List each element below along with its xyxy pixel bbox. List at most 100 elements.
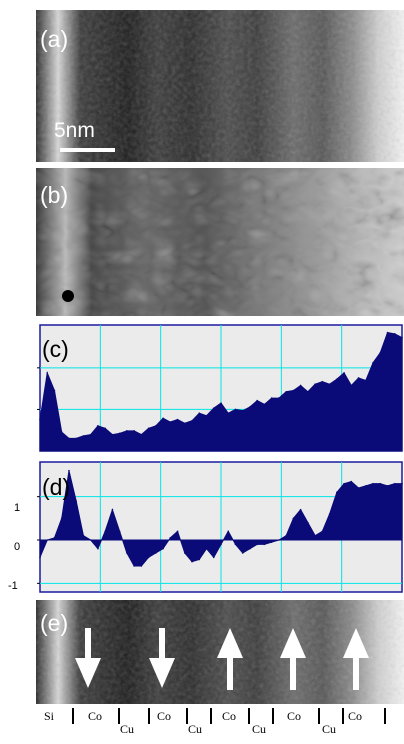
layer-label-cu: Cu [188, 722, 203, 736]
data-point [126, 430, 128, 432]
data-point [241, 552, 244, 554]
data-point [227, 412, 230, 414]
data-point [401, 336, 403, 339]
arrow-up-icon [343, 628, 369, 690]
panel-a-label: (a) [40, 26, 69, 52]
data-point [357, 377, 360, 379]
layer-separator [318, 708, 320, 724]
data-point [111, 433, 114, 436]
data-point [46, 372, 49, 374]
data-point [212, 556, 215, 559]
data-point [155, 425, 157, 427]
data-point [343, 372, 345, 374]
data-point [321, 530, 324, 533]
panel-b-label: (b) [40, 182, 69, 208]
data-point [328, 383, 331, 386]
data-point [263, 403, 266, 406]
data-point [350, 384, 353, 387]
layer-label-co: Co [348, 709, 363, 723]
data-point [184, 422, 186, 425]
data-point [299, 508, 302, 511]
arrow-shaft [85, 628, 91, 662]
chart-d [36, 460, 404, 594]
layer-label-cu: Cu [252, 722, 267, 736]
data-point [292, 517, 295, 520]
data-point [162, 547, 164, 550]
data-point [75, 500, 77, 502]
data-point [256, 543, 258, 546]
data-point [133, 430, 135, 432]
series-area [39, 470, 403, 567]
data-point [234, 408, 237, 411]
arrow-up-icon [217, 628, 243, 690]
data-point [350, 480, 353, 483]
chart-c [36, 323, 404, 453]
data-point [39, 556, 41, 559]
data-point [328, 513, 331, 515]
data-point [270, 541, 273, 543]
layer-label-si: Si [44, 709, 55, 723]
data-point [147, 556, 150, 559]
data-point [147, 427, 150, 430]
data-point [169, 537, 172, 539]
data-point [60, 517, 63, 520]
data-point [372, 482, 374, 485]
data-point [393, 333, 396, 335]
data-point [111, 508, 114, 511]
data-point [176, 530, 179, 533]
data-point [321, 380, 324, 383]
data-point [205, 547, 208, 550]
data-point [343, 482, 345, 485]
layer-separator [248, 708, 250, 724]
data-point [372, 362, 374, 364]
data-point [292, 389, 295, 392]
data-point [140, 565, 143, 567]
magnetization-arrows [75, 628, 369, 690]
data-point [104, 427, 106, 430]
data-point [162, 417, 164, 420]
data-point [60, 431, 63, 433]
data-point [53, 537, 56, 539]
data-point [379, 351, 382, 354]
arrow-shaft [353, 656, 359, 690]
arrow-down-icon [149, 628, 175, 688]
data-point [307, 521, 309, 524]
data-point [155, 552, 157, 554]
panel-a-texture [36, 10, 404, 162]
data-point [227, 530, 230, 533]
data-point [191, 419, 193, 422]
data-point [212, 407, 215, 409]
arrow-up-icon [280, 628, 306, 690]
arrow-shaft [290, 656, 296, 690]
ytick-label-minus1: -1 [8, 580, 18, 592]
data-point [278, 539, 280, 541]
data-point [365, 485, 367, 487]
data-point [278, 397, 280, 399]
data-point [386, 331, 389, 334]
layer-separator [384, 708, 386, 724]
arrow-shaft [227, 656, 233, 690]
data-point [285, 390, 287, 393]
ytick-label-0: 0 [14, 541, 21, 553]
data-point [82, 435, 85, 437]
ytick-label-1: 1 [14, 502, 21, 514]
data-point [299, 384, 302, 387]
layer-separator [148, 708, 150, 724]
layer-label-co: Co [88, 709, 103, 723]
arrow-head [280, 628, 306, 658]
data-point [39, 418, 41, 421]
data-point [386, 485, 389, 487]
data-point [184, 552, 186, 554]
data-point [241, 409, 244, 412]
layer-separator [210, 708, 212, 724]
layer-label-cu: Cu [322, 722, 337, 736]
data-point [336, 378, 338, 380]
layer-separator [118, 708, 120, 724]
data-point [89, 539, 92, 541]
layer-label-co: Co [287, 709, 302, 723]
chart-c-svg [37, 324, 403, 452]
layer-label-cu: Cu [120, 722, 135, 736]
panel-c-label: (c) [42, 336, 69, 362]
data-point [336, 491, 338, 494]
data-point [53, 389, 56, 392]
